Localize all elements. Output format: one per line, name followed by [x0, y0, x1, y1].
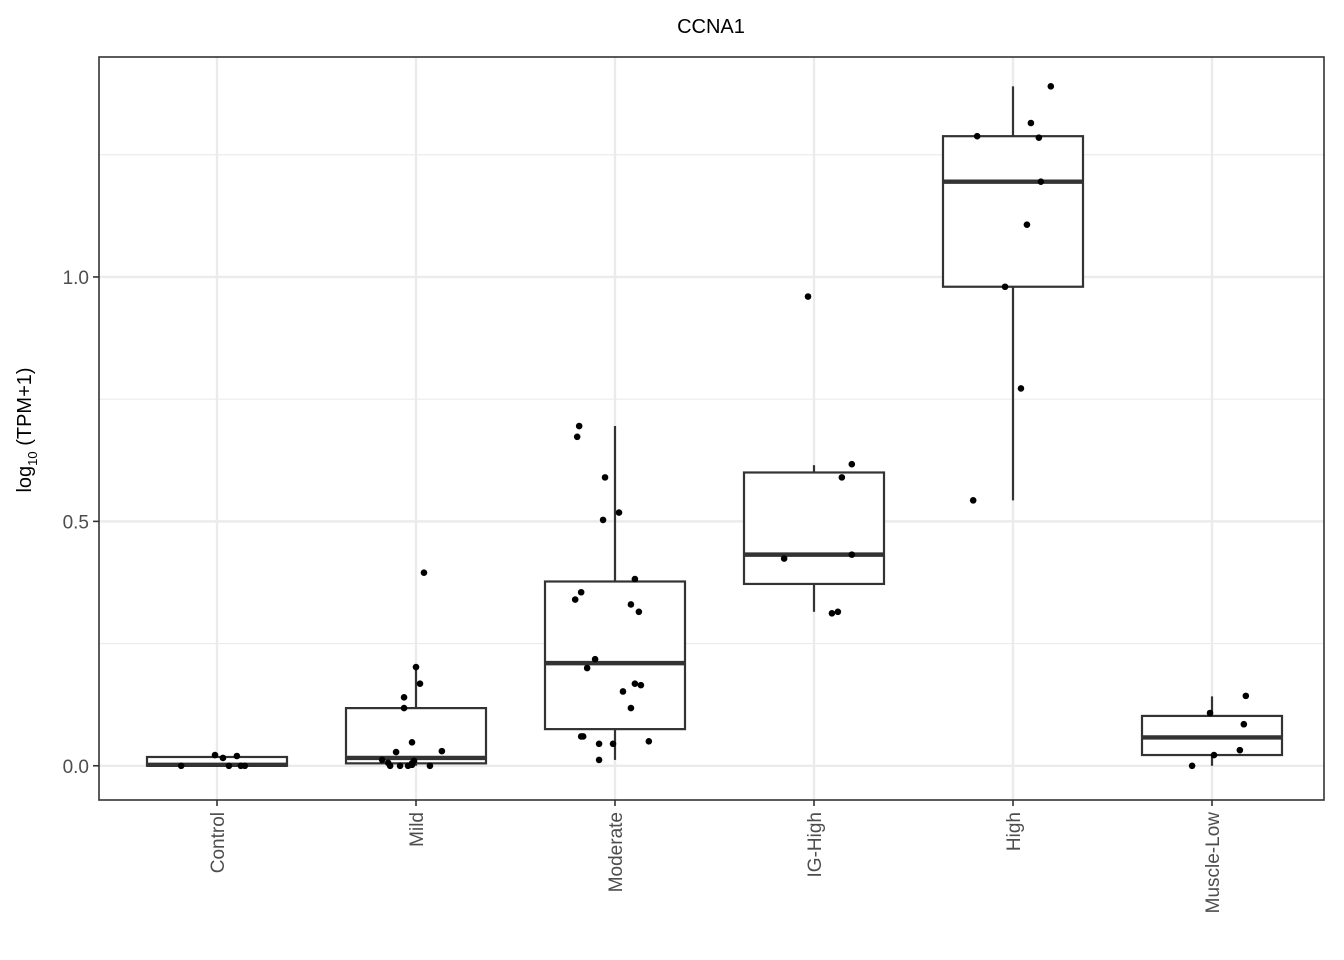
data-point-16	[408, 739, 416, 746]
data-point-59	[1035, 134, 1043, 141]
y-axis-title-subscript: 10	[25, 451, 40, 465]
box-body-mild	[344, 707, 488, 765]
data-point-1	[211, 751, 219, 759]
data-point-22	[426, 762, 434, 770]
data-point-50	[838, 474, 846, 481]
box-high	[941, 86, 1085, 501]
box-mild	[344, 668, 488, 766]
data-point-43	[635, 608, 643, 616]
data-point-49	[834, 608, 842, 616]
data-point-51	[848, 551, 856, 558]
data-point-60	[1037, 178, 1045, 185]
chart-title: CCNA1	[677, 16, 745, 38]
data-point-47	[804, 293, 812, 300]
data-point-39	[627, 704, 635, 712]
plot-panel-border	[98, 56, 1325, 801]
data-point-46	[780, 555, 788, 562]
x-tick-label-ig-high: IG-High	[805, 812, 826, 877]
data-point-6	[241, 762, 249, 770]
data-point-55	[1001, 283, 1009, 291]
grid-lines	[99, 57, 1324, 800]
data-point-26	[575, 422, 583, 430]
data-point-20	[416, 680, 424, 687]
data-point-28	[577, 588, 585, 596]
data-point-62	[1188, 762, 1196, 770]
data-point-42	[631, 575, 639, 583]
x-axis: Control Mild Moderate IG-High High Muscle-Low	[208, 800, 1224, 913]
box-group	[145, 86, 1284, 768]
data-point-34	[599, 516, 607, 524]
x-tick-label-muscle-low: Muscle-Low	[1203, 812, 1224, 914]
data-point-41	[631, 680, 639, 687]
data-point-0	[177, 762, 185, 770]
data-point-45	[645, 738, 653, 745]
data-point-4	[233, 752, 241, 760]
data-point-13	[400, 704, 408, 712]
data-point-21	[420, 569, 428, 577]
data-point-65	[1236, 746, 1244, 754]
y-axis: 0.0 0.5 1.0	[63, 268, 99, 778]
data-point-9	[386, 762, 394, 770]
x-tick-label-moderate: Moderate	[606, 812, 627, 892]
data-point-64	[1210, 751, 1218, 759]
data-point-52	[848, 460, 856, 468]
data-point-7	[378, 756, 386, 764]
data-point-66	[1240, 720, 1248, 728]
data-point-25	[573, 433, 581, 441]
data-point-35	[601, 474, 609, 481]
data-point-54	[973, 132, 981, 140]
data-point-67	[1242, 692, 1250, 700]
data-point-61	[1047, 83, 1055, 90]
data-point-24	[571, 596, 579, 603]
y-tick-label-2: 1.0	[63, 268, 89, 289]
x-tick-label-control: Control	[208, 812, 229, 873]
data-point-40	[627, 601, 635, 608]
data-point-57	[1023, 221, 1031, 228]
box-ig-high	[742, 465, 886, 612]
data-point-2	[219, 754, 227, 762]
data-point-12	[400, 694, 408, 701]
y-axis-title: log10 (TPM+1)	[14, 367, 40, 492]
data-point-23	[438, 747, 446, 755]
data-point-36	[609, 740, 617, 748]
point-group	[177, 83, 1250, 770]
y-axis-title-prefix: log	[14, 466, 36, 493]
data-point-58	[1027, 119, 1035, 127]
data-point-44	[637, 681, 645, 689]
data-point-37	[615, 509, 623, 516]
data-point-32	[595, 756, 603, 764]
box-moderate	[543, 426, 687, 760]
x-tick-label-high: High	[1004, 812, 1025, 851]
data-point-63	[1206, 709, 1214, 717]
data-point-31	[591, 655, 599, 663]
box-body-ig-high	[742, 471, 886, 586]
data-point-56	[1017, 385, 1025, 392]
data-point-19	[412, 663, 420, 671]
data-point-29	[579, 733, 587, 740]
x-tick-label-mild: Mild	[407, 812, 428, 847]
box-body-moderate	[543, 580, 687, 731]
data-point-53	[969, 497, 977, 504]
y-tick-label-1: 0.5	[63, 512, 89, 533]
y-tick-label-0: 0.0	[63, 757, 89, 778]
data-point-33	[595, 740, 603, 748]
data-point-3	[225, 762, 233, 770]
y-axis-title-suffix: (TPM+1)	[14, 367, 36, 451]
data-point-48	[828, 609, 836, 617]
data-point-11	[396, 762, 404, 770]
data-point-38	[619, 688, 627, 695]
box-muscle-low	[1140, 696, 1284, 766]
box-body-high	[941, 135, 1085, 288]
data-point-10	[392, 748, 400, 756]
data-point-18	[408, 760, 416, 767]
data-point-30	[583, 664, 591, 672]
